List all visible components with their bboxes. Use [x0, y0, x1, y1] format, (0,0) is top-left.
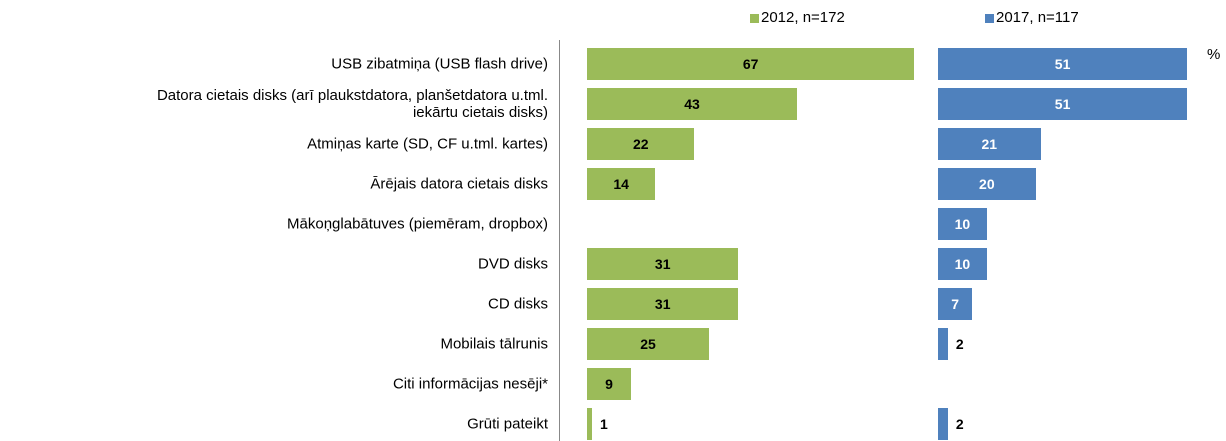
data-label: 7 [951, 296, 959, 312]
data-label: 21 [981, 136, 998, 152]
bar [587, 88, 798, 120]
bar [938, 88, 1188, 120]
data-label: 2 [955, 416, 964, 432]
bar [938, 208, 987, 240]
category-label: USB zibatmiņa (USB flash drive) [331, 55, 548, 73]
legend-swatch [985, 14, 994, 23]
category-label: Datora cietais disks (arī plaukstdatora,… [156, 87, 548, 121]
bar [938, 328, 948, 360]
bar [587, 368, 631, 400]
category-label: Ārējais datora cietais disks [370, 175, 548, 193]
legend-swatch [750, 14, 759, 23]
bar [938, 248, 987, 280]
unit-label: % [1207, 46, 1221, 63]
data-label: 10 [954, 256, 971, 272]
bar [587, 248, 739, 280]
category-label: Atmiņas karte (SD, CF u.tml. kartes) [307, 135, 548, 153]
data-label: 14 [613, 176, 629, 192]
data-label: 10 [954, 216, 971, 232]
data-label: 1 [599, 416, 608, 432]
bar [587, 288, 739, 320]
data-label: 43 [684, 96, 700, 112]
category-label: DVD disks [477, 255, 548, 273]
bar [587, 128, 695, 160]
data-label: 20 [979, 176, 995, 192]
bar [587, 328, 710, 360]
category-label: Mākoņglabātuves (piemēram, dropbox) [287, 215, 548, 233]
bar [587, 48, 915, 80]
category-label: Grūti pateikt [467, 415, 548, 433]
bar [938, 168, 1036, 200]
legend-label: 2017, n=117 [996, 9, 1079, 26]
category-label: Citi informācijas nesēji* [392, 375, 548, 393]
data-label: 31 [654, 256, 671, 272]
data-label: 51 [1054, 56, 1071, 72]
data-label: 25 [640, 336, 656, 352]
data-label: 22 [632, 136, 649, 152]
bar [587, 168, 656, 200]
category-axis [559, 40, 560, 441]
legend-label: 2012, n=172 [761, 9, 845, 26]
category-label: Mobilais tālrunis [440, 335, 548, 353]
bar [938, 48, 1188, 80]
data-label: 51 [1054, 96, 1071, 112]
data-label: 2 [955, 336, 964, 352]
bar [938, 408, 948, 440]
data-label: 67 [742, 56, 759, 72]
data-label: 9 [605, 376, 613, 392]
bar [587, 408, 592, 440]
bar [938, 128, 1041, 160]
data-label: 31 [654, 296, 671, 312]
category-label: CD disks [487, 295, 548, 313]
bar [938, 288, 973, 320]
